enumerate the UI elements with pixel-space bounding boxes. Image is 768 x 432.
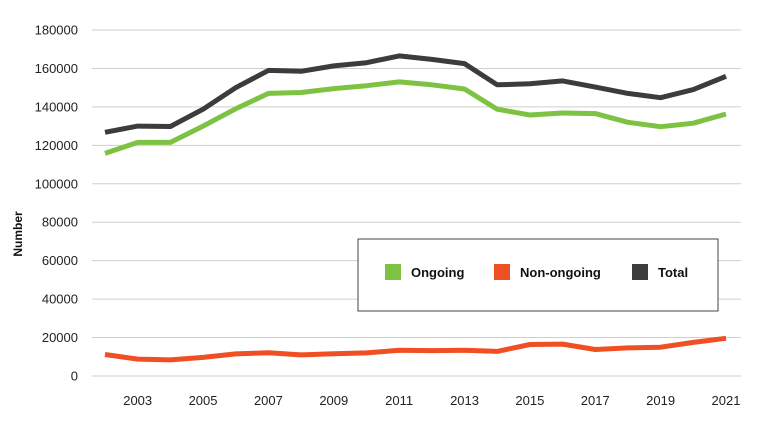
x-tick-label: 2011	[385, 393, 413, 408]
y-axis-label: Number	[11, 211, 25, 257]
gridlines	[92, 29, 741, 377]
legend-label-total: Total	[658, 265, 688, 280]
y-tick-label: 160000	[35, 61, 78, 76]
y-tick-label: 20000	[42, 330, 78, 345]
x-tick-label: 2015	[515, 393, 544, 408]
legend-swatch-total	[632, 264, 648, 280]
x-tick-label: 2019	[646, 393, 675, 408]
y-tick-label: 120000	[35, 138, 78, 153]
x-tick-label: 2003	[123, 393, 152, 408]
x-tick-label: 2021	[712, 393, 741, 408]
y-tick-label: 100000	[35, 176, 78, 191]
y-tick-label: 80000	[42, 215, 78, 230]
y-tick-label: 40000	[42, 292, 78, 307]
legend-swatch-non-ongoing	[494, 264, 510, 280]
series-lines	[104, 53, 727, 363]
y-tick-label: 180000	[35, 23, 78, 38]
legend-swatch-ongoing	[385, 264, 401, 280]
legend-label-ongoing: Ongoing	[411, 265, 464, 280]
x-tick-label: 2013	[450, 393, 479, 408]
x-tick-label: 2005	[189, 393, 218, 408]
x-tick-label: 2017	[581, 393, 610, 408]
y-tick-label: 60000	[42, 253, 78, 268]
series-line-non-ongoing	[104, 335, 727, 363]
y-tick-label: 0	[71, 369, 78, 384]
x-tick-label: 2009	[319, 393, 348, 408]
y-axis-ticks: 0 20000 40000 60000 80000 100000 120000 140000 1…	[35, 23, 78, 384]
series-line-total	[104, 53, 727, 135]
x-tick-label: 2007	[254, 393, 283, 408]
legend: Ongoing Non-ongoing Total	[357, 238, 719, 312]
legend-label-non-ongoing: Non-ongoing	[520, 265, 601, 280]
series-line-ongoing	[104, 79, 727, 156]
x-axis-ticks: 2003 2005 2007 2009 2011 2013 2015 2017 2019 2021	[123, 393, 740, 408]
y-tick-label: 140000	[35, 99, 78, 114]
